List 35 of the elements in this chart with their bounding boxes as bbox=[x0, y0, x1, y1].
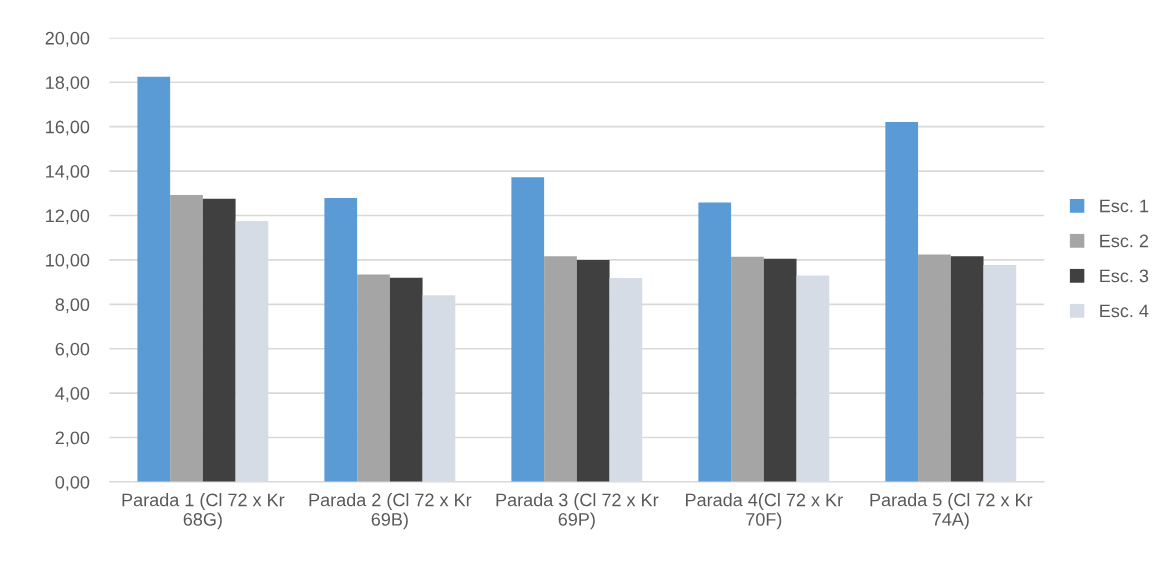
bar bbox=[357, 274, 390, 482]
x-tick-label: Parada 2 (Cl 72 x Kr 69B) bbox=[309, 493, 472, 530]
bar bbox=[763, 258, 797, 482]
bar bbox=[324, 197, 358, 482]
y-tick-label: 16,00 bbox=[46, 120, 90, 136]
y-tick-label: 10,00 bbox=[46, 253, 90, 269]
bar bbox=[885, 122, 919, 482]
bar bbox=[511, 177, 545, 482]
legend-label: Esc. 2 bbox=[1100, 234, 1149, 248]
y-tick-label: 2,00 bbox=[55, 431, 90, 447]
bar bbox=[202, 198, 236, 482]
bar bbox=[389, 277, 423, 482]
bar bbox=[170, 195, 203, 482]
y-tick-label: 6,00 bbox=[55, 342, 90, 358]
bar bbox=[731, 256, 764, 482]
bar bbox=[137, 76, 171, 482]
x-tick-label: Parada 5 (Cl 72 x Kr 74A) bbox=[870, 493, 1033, 530]
bar bbox=[698, 202, 732, 482]
legend-label: Esc. 3 bbox=[1100, 269, 1149, 283]
x-tick-label: Parada 4(Cl 72 x Kr 70F) bbox=[686, 493, 843, 530]
bar bbox=[950, 256, 984, 482]
y-tick-label: 0,00 bbox=[55, 475, 90, 491]
x-tick-label: Parada 1 (Cl 72 x Kr 68G) bbox=[122, 493, 285, 530]
x-tick-label: Parada 3 (Cl 72 x Kr 69P) bbox=[496, 493, 659, 530]
y-tick-label: 8,00 bbox=[55, 298, 90, 314]
bar bbox=[918, 254, 951, 482]
y-tick-label: 14,00 bbox=[46, 165, 90, 180]
y-tick-label: 12,00 bbox=[46, 209, 90, 225]
y-tick-label: 18,00 bbox=[46, 76, 90, 92]
legend-label: Esc. 4 bbox=[1100, 304, 1149, 318]
y-tick-label: 4,00 bbox=[55, 387, 90, 402]
y-tick-label: 20,00 bbox=[45, 31, 90, 47]
bar bbox=[576, 259, 610, 482]
bar bbox=[544, 256, 577, 482]
legend-label: Esc. 1 bbox=[1100, 199, 1149, 213]
